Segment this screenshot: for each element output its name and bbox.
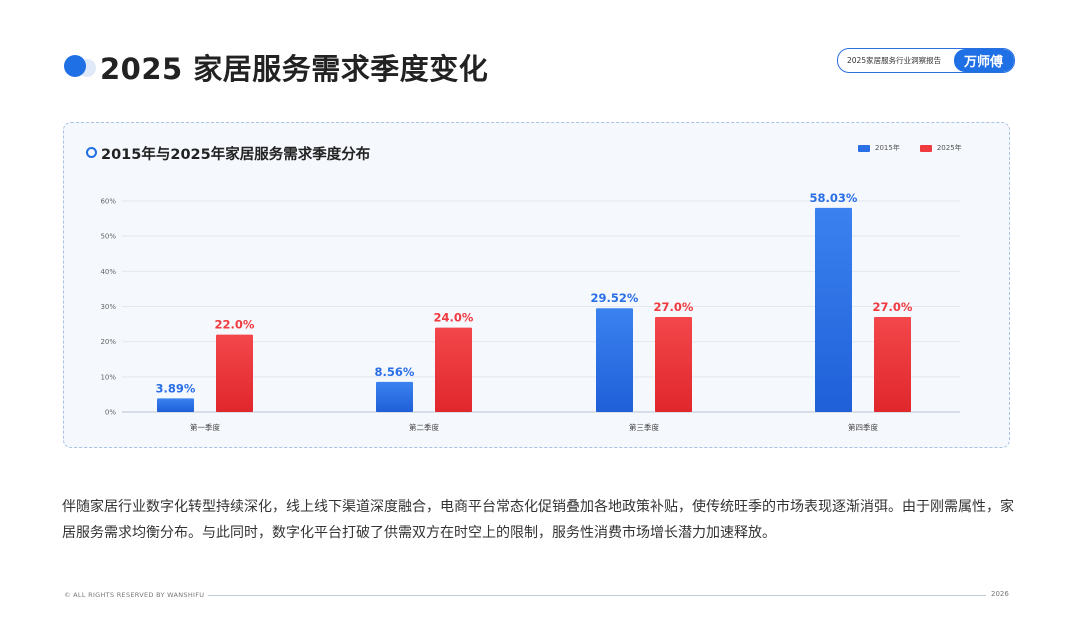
y-tick-label: 40%: [100, 268, 116, 276]
bar-2025: [216, 334, 253, 412]
data-label-2025: 22.0%: [215, 318, 255, 332]
footer-year: 2026: [991, 590, 1009, 598]
y-tick-label: 30%: [100, 303, 116, 311]
data-label-2025: 27.0%: [654, 300, 694, 314]
data-label-2015: 8.56%: [375, 365, 415, 379]
data-label-2025: 24.0%: [434, 311, 474, 325]
data-label-2025: 27.0%: [873, 300, 913, 314]
x-tick-label: 第一季度: [190, 422, 220, 432]
x-tick-label: 第三季度: [629, 422, 659, 432]
page-title: 2025 家居服务需求季度变化: [100, 52, 489, 86]
legend-item-2025: 2025年: [919, 143, 962, 153]
brand-logo: 万师傅: [953, 49, 1014, 72]
brand-badge: 2025家居服务行业洞察报告 万师傅: [837, 48, 1015, 73]
y-tick-label: 10%: [100, 373, 116, 381]
footer-divider: [208, 595, 986, 596]
legend-swatch-2015: [858, 144, 870, 152]
x-tick-label: 第二季度: [409, 422, 439, 432]
chart-title: 2015年与2025年家居服务需求季度分布: [101, 147, 371, 163]
bar-2015: [376, 381, 413, 412]
bar-2025: [655, 317, 692, 412]
y-tick-label: 0%: [105, 409, 116, 417]
y-tick-label: 50%: [100, 233, 116, 241]
title-dots-icon: [64, 55, 104, 79]
bar-2015: [596, 308, 633, 412]
chart-title-ring-icon: [86, 147, 97, 158]
chart-legend: 2015年 2025年: [858, 143, 962, 153]
legend-label-2015: 2015年: [875, 144, 900, 152]
data-label-2015: 58.03%: [810, 191, 858, 205]
y-tick-label: 20%: [100, 338, 116, 346]
x-tick-label: 第四季度: [848, 422, 878, 432]
bar-2025: [874, 317, 911, 412]
footer-copyright: © ALL RIGHTS RESERVED BY WANSHIFU: [64, 591, 205, 599]
legend-item-2015: 2015年: [858, 143, 900, 153]
bar-2015: [815, 207, 852, 412]
data-label-2015: 29.52%: [591, 291, 639, 305]
brand-report-label: 2025家居服务行业洞察报告: [847, 56, 942, 65]
data-label-2015: 3.89%: [156, 381, 196, 395]
legend-swatch-2025: [919, 144, 932, 152]
legend-label-2025: 2025年: [936, 144, 962, 152]
y-tick-label: 60%: [100, 198, 116, 206]
bar-2025: [435, 327, 472, 412]
bar-2015: [157, 398, 194, 412]
description-paragraph: 伴随家居行业数字化转型持续深化，线上线下渠道深度融合，电商平台常态化促销叠加各地…: [62, 499, 1014, 541]
